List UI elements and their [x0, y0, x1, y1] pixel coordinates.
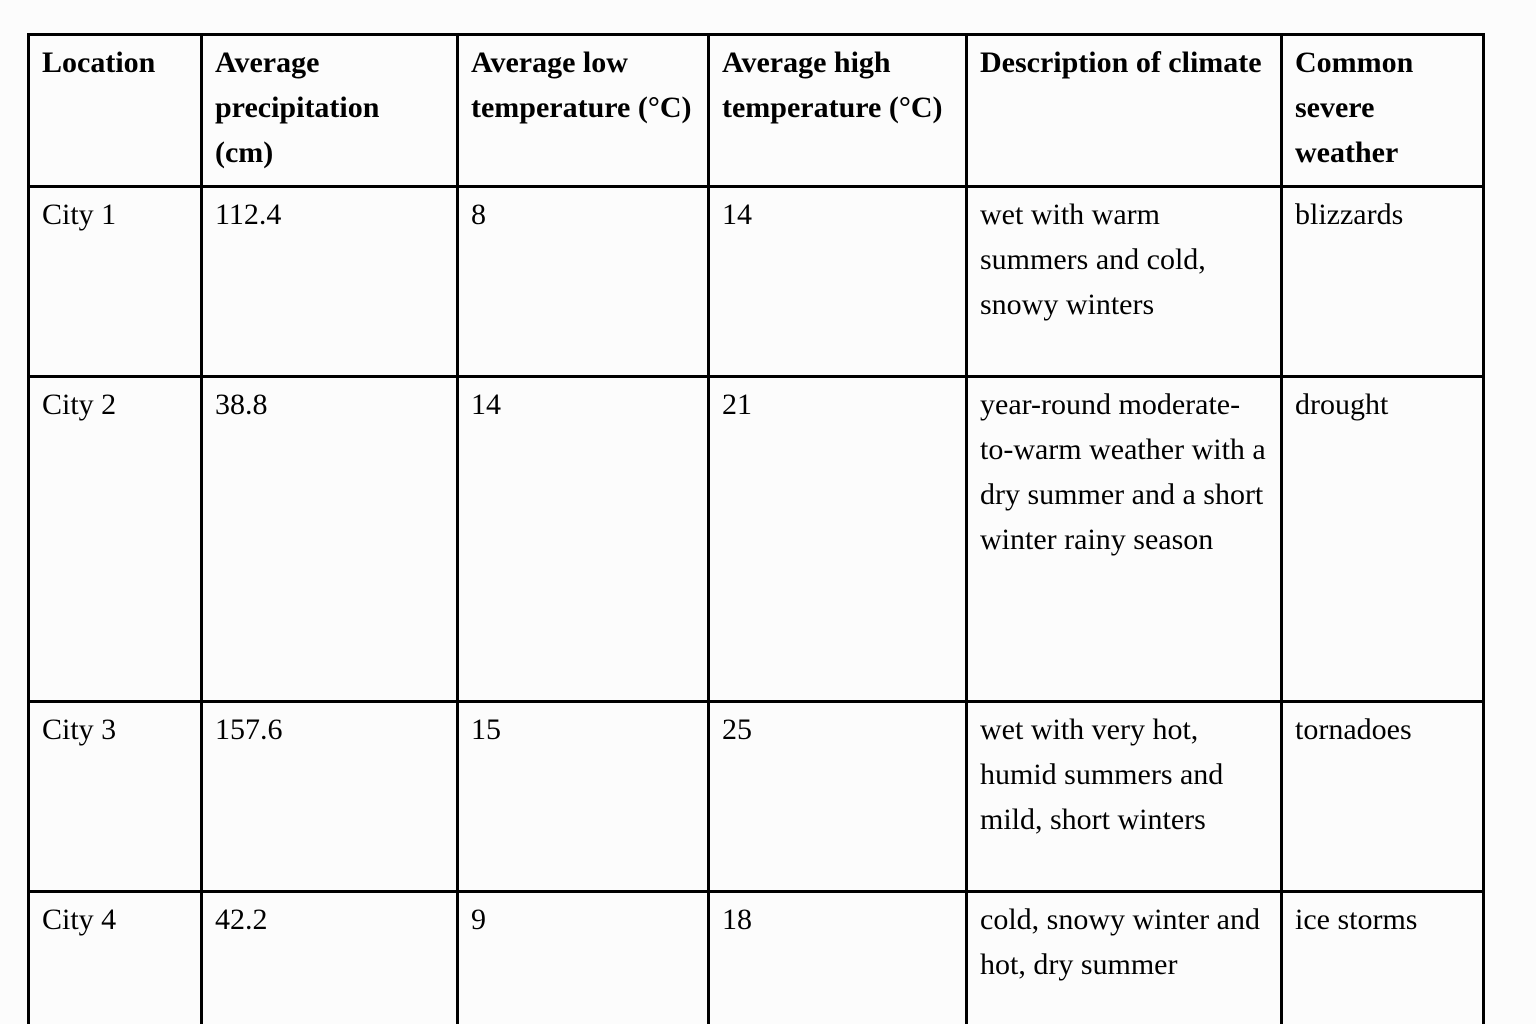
cell-city4-low-temperature: 9 — [456, 890, 710, 1024]
column-header-climate-description: Description of climate — [965, 33, 1283, 188]
cell-city2-severe-weather: drought — [1280, 375, 1485, 703]
cell-city3-severe-weather: tornadoes — [1280, 700, 1485, 893]
cell-city2-low-temperature: 14 — [456, 375, 710, 703]
cell-city1-precipitation: 112.4 — [200, 185, 459, 378]
cell-city4-precipitation: 42.2 — [200, 890, 459, 1024]
cell-city2-climate-description: year-round moderate-to-warm weather with… — [965, 375, 1283, 703]
cell-city1-low-temperature: 8 — [456, 185, 710, 378]
cell-city3-climate-description: wet with very hot, humid summers and mil… — [965, 700, 1283, 893]
column-header-severe-weather: Common severe weather — [1280, 33, 1485, 188]
cell-city3-precipitation: 157.6 — [200, 700, 459, 893]
table-row-city2: City 2 38.8 14 21 year-round moderate-to… — [27, 375, 1485, 703]
cell-city4-high-temperature: 18 — [707, 890, 968, 1024]
cell-city1-severe-weather: blizzards — [1280, 185, 1485, 378]
table-row-city3: City 3 157.6 15 25 wet with very hot, hu… — [27, 700, 1485, 893]
cell-city4-location: City 4 — [27, 890, 203, 1024]
cell-city1-high-temperature: 14 — [707, 185, 968, 378]
table-row-city4: City 4 42.2 9 18 cold, snowy winter and … — [27, 890, 1485, 1024]
column-header-location: Location — [27, 33, 203, 188]
cell-city2-high-temperature: 21 — [707, 375, 968, 703]
cell-city2-precipitation: 38.8 — [200, 375, 459, 703]
cell-city4-climate-description: cold, snowy winter and hot, dry summer — [965, 890, 1283, 1024]
table-row-city1: City 1 112.4 8 14 wet with warm summers … — [27, 185, 1485, 378]
cell-city3-high-temperature: 25 — [707, 700, 968, 893]
column-header-low-temperature: Average low temperature (°C) — [456, 33, 710, 188]
cell-city1-climate-description: wet with warm summers and cold, snowy wi… — [965, 185, 1283, 378]
table-header-row: Location Average precipitation (cm) Aver… — [27, 33, 1485, 188]
column-header-precipitation: Average precipitation (cm) — [200, 33, 459, 188]
cell-city4-severe-weather: ice storms — [1280, 890, 1485, 1024]
column-header-high-temperature: Average high temperature (°C) — [707, 33, 968, 188]
cell-city2-location: City 2 — [27, 375, 203, 703]
climate-table: Location Average precipitation (cm) Aver… — [27, 33, 1485, 1024]
cell-city3-location: City 3 — [27, 700, 203, 893]
cell-city3-low-temperature: 15 — [456, 700, 710, 893]
cell-city1-location: City 1 — [27, 185, 203, 378]
